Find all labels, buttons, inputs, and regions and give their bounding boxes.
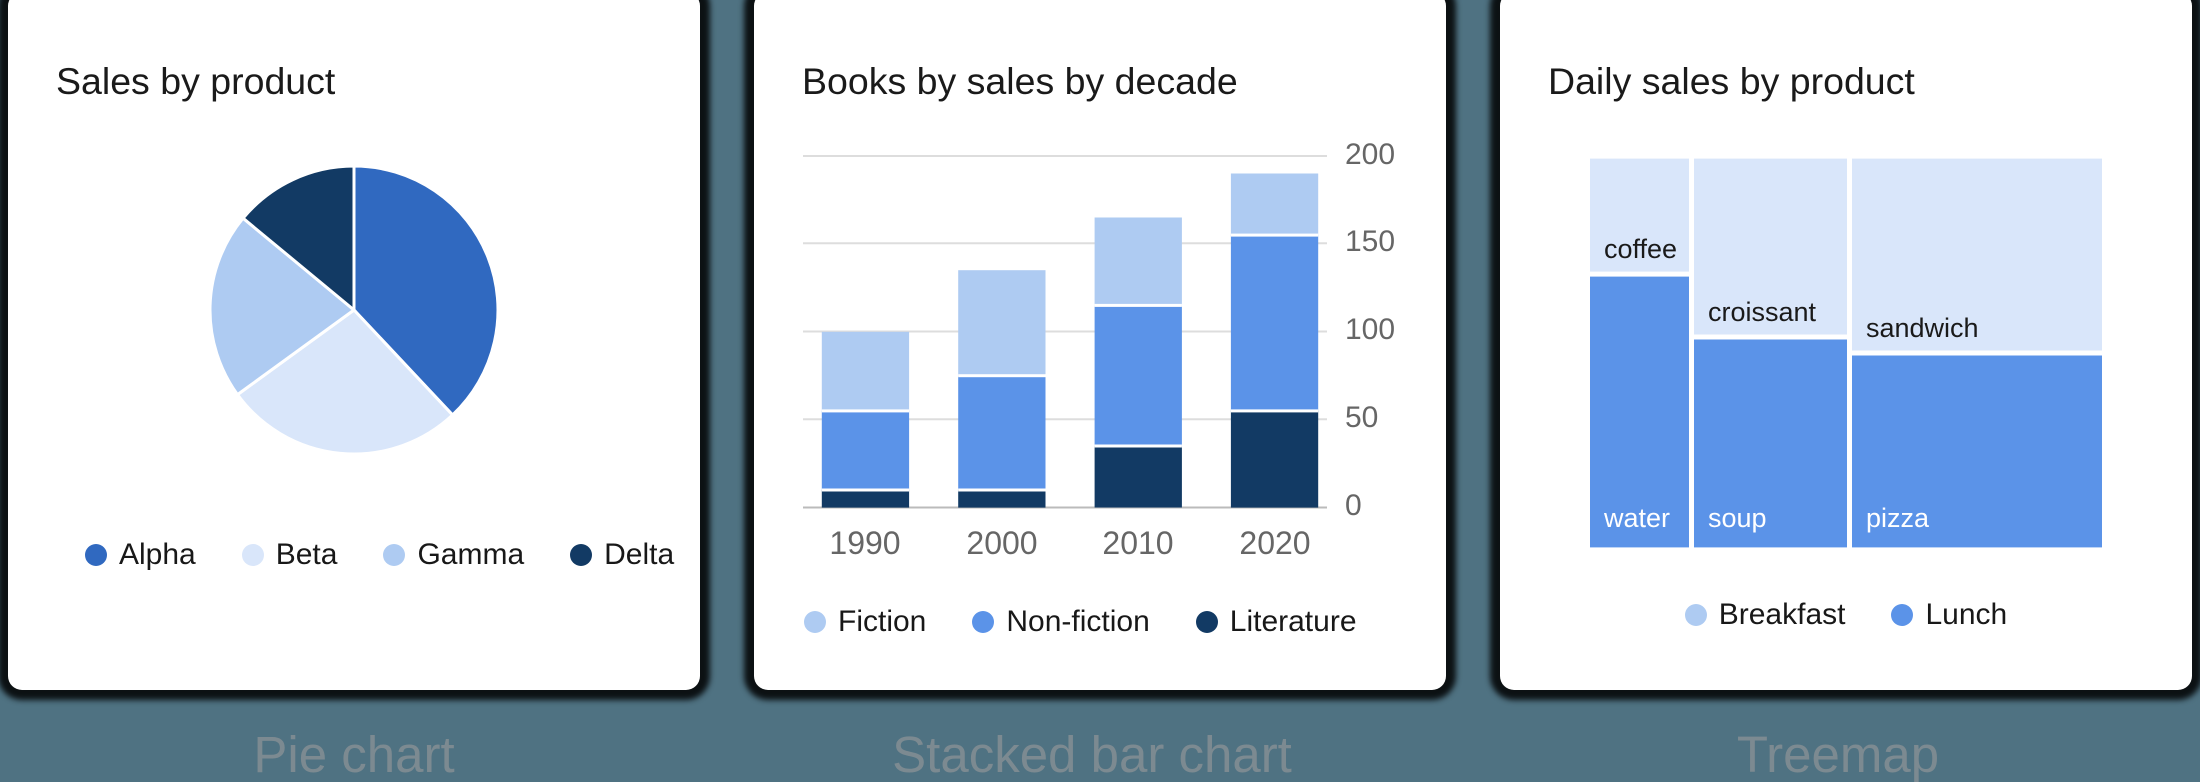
- svg-text:0: 0: [1345, 489, 1362, 522]
- svg-text:sandwich: sandwich: [1866, 313, 1979, 343]
- svg-text:2010: 2010: [1102, 525, 1173, 561]
- svg-text:200: 200: [1345, 138, 1395, 171]
- svg-text:water: water: [1603, 503, 1670, 533]
- svg-text:150: 150: [1345, 225, 1395, 258]
- svg-text:pizza: pizza: [1866, 503, 1930, 533]
- svg-text:soup: soup: [1708, 503, 1767, 533]
- svg-text:1990: 1990: [829, 525, 900, 561]
- svg-text:50: 50: [1345, 401, 1378, 434]
- svg-text:2020: 2020: [1239, 525, 1310, 561]
- svg-text:coffee: coffee: [1604, 234, 1677, 264]
- svg-text:croissant: croissant: [1708, 297, 1817, 327]
- svg-text:100: 100: [1345, 313, 1395, 346]
- svg-text:2000: 2000: [966, 525, 1037, 561]
